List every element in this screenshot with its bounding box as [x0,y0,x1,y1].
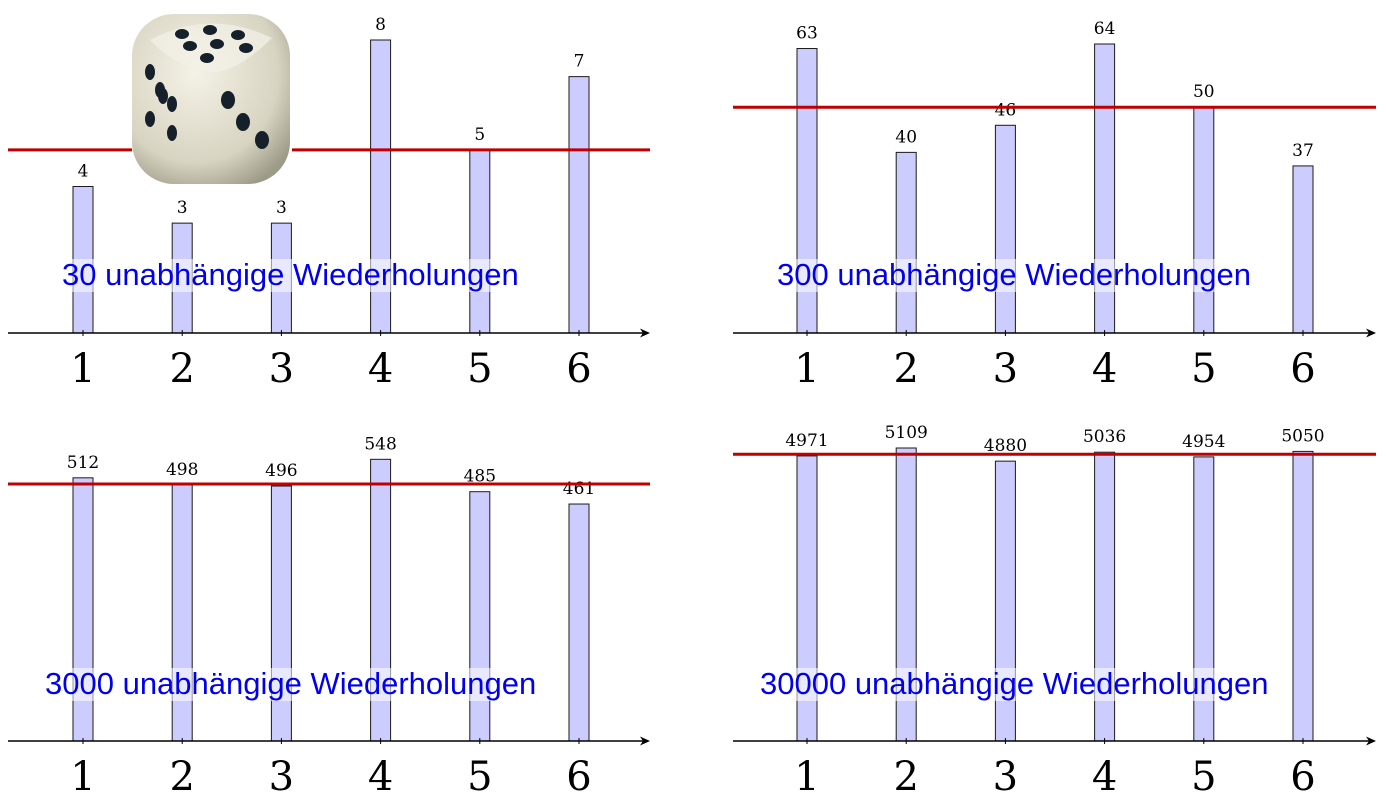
bar-value-label: 4 [78,162,89,182]
bar [568,503,590,742]
caption-background [60,259,521,292]
x-tick-label: 1 [794,754,819,796]
x-tick-label: 3 [269,346,294,392]
repetitions-caption: 300 unabhängige Wiederholungen [777,257,1251,292]
bar [72,477,94,742]
bar [270,485,292,742]
bar-value-label: 4971 [785,431,828,451]
x-axis-arrow [640,736,650,746]
chart-panel-4: 4971 5109 4880 5036 4954 5050 1 2 3 4 5 6 30000 unab… [733,423,1376,796]
bar-value-label: 3 [276,198,287,218]
x-tick-label: 6 [1290,754,1315,796]
x-tick-label: 5 [1191,754,1216,796]
bar [1193,106,1215,334]
x-tick-label: 1 [70,754,95,796]
bar-value-label: 5036 [1083,427,1126,447]
x-tick-label: 6 [566,346,591,392]
x-tick-label: 2 [169,754,194,796]
caption-background [43,668,539,701]
bar-value-label: 5050 [1281,426,1324,446]
bar-value-label: 4954 [1182,432,1225,452]
x-tick-label: 2 [893,346,918,392]
x-tick-label: 4 [1092,346,1117,392]
x-tick-label: 3 [993,346,1018,392]
bar-value-label: 37 [1292,141,1314,161]
x-tick-label: 4 [1092,754,1117,796]
caption-background [758,668,1271,701]
repetitions-caption: 3000 unabhängige Wiederholungen [45,666,536,701]
bar-value-label: 40 [895,127,917,147]
bar [171,484,193,742]
repetitions-caption: 30000 unabhängige Wiederholungen [760,666,1269,701]
bar-value-label: 4880 [984,436,1027,456]
bar-value-label: 7 [574,52,585,72]
x-tick-label: 5 [467,754,492,796]
bar [1292,450,1314,742]
bar-value-label: 548 [364,434,396,454]
x-tick-label: 3 [993,754,1018,796]
bar-value-label: 5109 [885,423,928,443]
caption-background [775,259,1254,292]
bar-value-label: 461 [563,479,595,499]
bar-value-label: 63 [796,24,818,44]
bar-value-label: 496 [265,461,297,481]
bar-value-label: 64 [1094,19,1116,39]
bar-value-label: 3 [177,198,188,218]
bar [994,124,1016,334]
x-tick-label: 2 [169,346,194,392]
bar-value-label: 512 [67,453,99,473]
bar [469,491,491,742]
chart-panel-3: 512 498 496 548 485 461 1 2 3 4 5 6 3000 unabhängige… [8,434,650,796]
x-tick-label: 5 [1191,346,1216,392]
bar [568,76,590,334]
bar [895,151,917,334]
die-photo-icon [132,14,290,184]
chart-panel-1: 4 3 3 8 5 7 1 2 3 4 5 6 30 unabhängige Wiederholunge… [8,15,650,392]
x-tick-label: 1 [70,346,95,392]
bar-value-label: 485 [464,467,496,487]
x-axis-arrow [1366,328,1376,338]
bar [469,149,491,334]
x-tick-label: 5 [467,346,492,392]
repetitions-caption: 30 unabhängige Wiederholungen [62,257,519,292]
bar-value-label: 8 [375,15,386,35]
bar-value-label: 50 [1193,82,1215,102]
x-tick-label: 6 [566,754,591,796]
chart-panel-2: 63 40 46 64 50 37 1 2 3 4 5 6 300 unabhängige Wieder… [733,19,1376,392]
bar-value-label: 46 [995,100,1017,120]
x-axis-arrow [1366,736,1376,746]
bar-value-label: 5 [474,125,485,145]
x-axis-arrow [640,328,650,338]
x-tick-label: 4 [368,346,393,392]
x-tick-label: 4 [368,754,393,796]
x-tick-label: 2 [893,754,918,796]
x-tick-label: 1 [794,346,819,392]
bar-value-label: 498 [166,460,198,480]
x-tick-label: 6 [1290,346,1315,392]
bar [1292,165,1314,334]
x-tick-label: 3 [269,754,294,796]
